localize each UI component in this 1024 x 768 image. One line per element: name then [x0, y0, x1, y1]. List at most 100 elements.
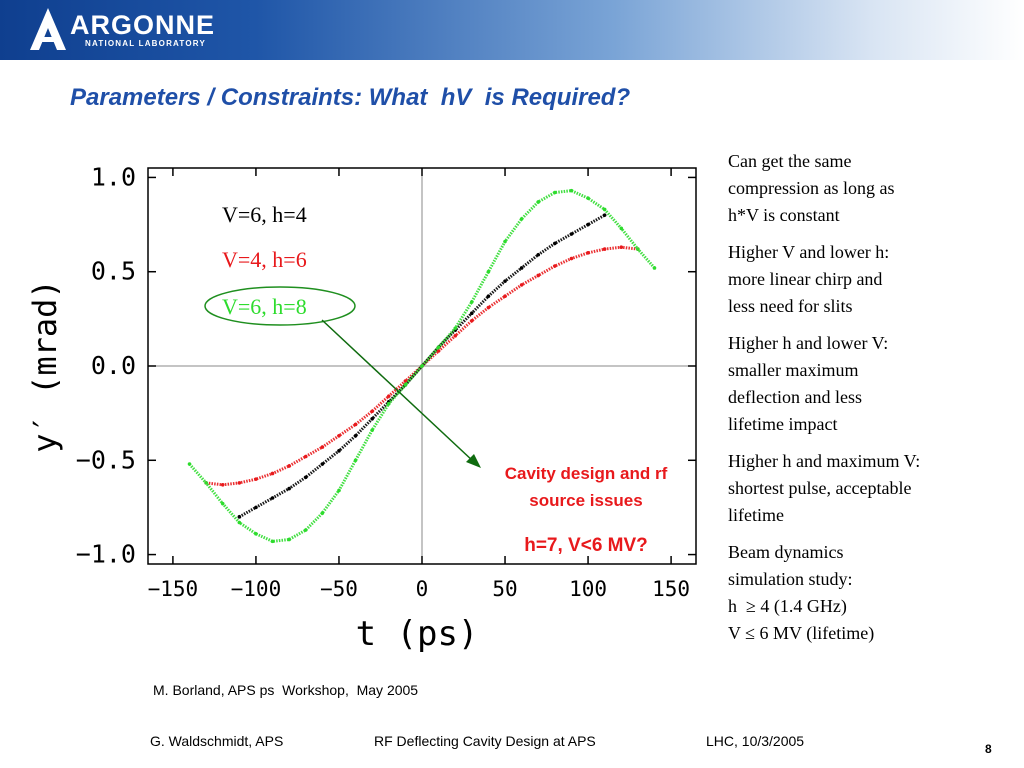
note-line: V ≤ 6 MV (lifetime) [728, 623, 875, 643]
footer-author: G. Waldschmidt, APS [150, 733, 284, 749]
series-1-point [370, 417, 374, 421]
x-tick-label: −100 [231, 577, 282, 601]
note-line: deflection and less [728, 387, 862, 407]
series-3-point [187, 462, 192, 466]
chart-area: −150 −100 −50 0 50 100 150 1.0 0.5 0.0 −0.5 −1.0 t (… [0, 140, 720, 670]
series-2-point [602, 247, 607, 251]
series-2-point [320, 445, 325, 449]
series-3-point [619, 226, 624, 231]
note-line: simulation study: [728, 569, 853, 589]
series-3-point [403, 383, 408, 387]
series-3-point [370, 428, 374, 432]
series-1-point [287, 486, 291, 491]
series-1-point [519, 266, 524, 270]
slide-title: Parameters / Constraints: What hV is Req… [70, 84, 631, 111]
series-2-point [287, 464, 291, 468]
series-3-point [237, 520, 242, 525]
note-line: Higher h and maximum V: [728, 451, 921, 471]
y-tick-label: 0.0 [91, 351, 136, 380]
series-1-point [553, 241, 557, 246]
note-line: smaller maximum [728, 360, 859, 380]
y-tick-label: −1.0 [76, 540, 136, 569]
note-line: Higher h and lower V: [728, 333, 889, 353]
series-3-point [453, 326, 458, 331]
x-tick-label: 100 [569, 577, 607, 601]
side-notes: Can get the same compression as long as h*… [728, 148, 1018, 657]
series-1-point [320, 462, 325, 466]
note-3: Higher h and lower V: smaller maximum defl… [728, 330, 1018, 438]
note-line: h*V is constant [728, 205, 840, 225]
series-2-point [519, 283, 524, 287]
label-highlight-ellipse [204, 286, 356, 326]
series-3-point [270, 539, 275, 544]
arrow-line [321, 319, 475, 463]
series-3-point [519, 217, 524, 221]
x-tick-label: −150 [148, 577, 199, 601]
series-2-point [486, 305, 491, 310]
cavity-note-line1: Cavity design and rf [505, 464, 668, 483]
series-1-point [536, 252, 541, 257]
series-3-point [337, 488, 341, 493]
footer-venue-date: LHC, 10/3/2005 [706, 733, 805, 749]
series-2-trace [205, 245, 639, 487]
argonne-logo: ARGONNE NATIONAL LABORATORY [26, 6, 226, 52]
note-line: lifetime impact [728, 414, 838, 434]
series-1-point [503, 279, 507, 283]
series-3-point [536, 200, 541, 204]
series-3-point [353, 458, 358, 463]
series-3-point [254, 532, 258, 536]
header-bar: ARGONNE NATIONAL LABORATORY [0, 0, 1024, 60]
series-2-point [220, 483, 225, 487]
series-3-point [553, 190, 557, 195]
series-1-point [254, 505, 258, 510]
series-2-point [470, 318, 474, 323]
series-2-point [503, 294, 507, 299]
note-1: Can get the same compression as long as h*… [728, 148, 1018, 229]
note-line: lifetime [728, 505, 784, 525]
series-2-point [353, 422, 358, 427]
series-3-point [602, 207, 607, 212]
series-3-point [420, 364, 424, 368]
slide-number: 8 [985, 742, 992, 756]
note-line: compression as long as [728, 178, 895, 198]
series-3-point [220, 501, 225, 506]
series-3-point [486, 269, 491, 274]
series-3-point [386, 401, 391, 406]
y-tick-label: −0.5 [76, 445, 136, 474]
series-1-point [237, 515, 242, 519]
footer-talk-title: RF Deflecting Cavity Design at APS [374, 733, 596, 749]
series-2-point [254, 477, 258, 481]
series-2-point [553, 264, 557, 268]
cavity-note-line2: source issues [529, 491, 642, 510]
series-1-point [303, 475, 308, 480]
series-1-point [486, 294, 491, 299]
credit-line: M. Borland, APS ps Workshop, May 2005 [153, 682, 419, 698]
note-line: h ≥ 4 (1.4 GHz) [728, 596, 847, 616]
series-3-point [636, 247, 640, 251]
series-2-point [386, 394, 391, 398]
series-2-point [370, 409, 374, 414]
series-3-point [652, 266, 657, 270]
argonne-a-icon [30, 8, 66, 50]
series-2-point [270, 471, 275, 476]
label-v4-h6: V=4, h=6 [222, 247, 307, 272]
y-tick-label: 1.0 [91, 162, 136, 191]
series-3-point [569, 188, 574, 193]
x-tick-label: 0 [416, 577, 429, 601]
series-1-point [470, 311, 474, 315]
label-v6-h8: V=6, h=8 [222, 294, 307, 319]
note-line: more linear chirp and [728, 269, 883, 289]
x-tick-label: 50 [492, 577, 517, 601]
series-3-point [287, 537, 291, 542]
note-line: Can get the same [728, 151, 852, 171]
series-2-point [619, 245, 624, 249]
y-axis-label: y′ (mrad) [26, 279, 64, 452]
series-1-point [569, 232, 574, 236]
series-1-point [353, 433, 358, 438]
series-2-point [337, 433, 341, 438]
y-tick-label: 0.5 [91, 257, 136, 286]
x-tick-label: −50 [320, 577, 358, 601]
series-3-point [503, 239, 507, 244]
note-line: Beam dynamics [728, 542, 844, 562]
series-3-point [470, 300, 474, 304]
